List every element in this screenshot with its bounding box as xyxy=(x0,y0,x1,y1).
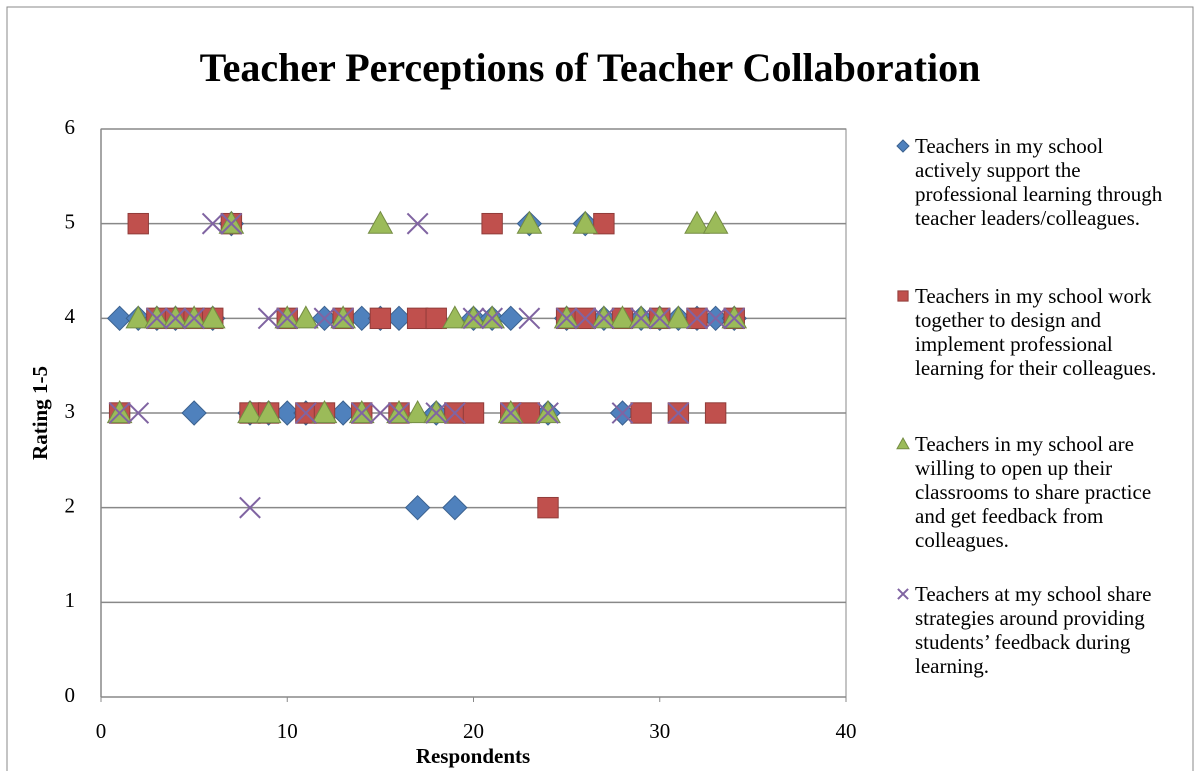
data-point xyxy=(145,307,168,330)
data-point xyxy=(516,210,543,234)
data-point xyxy=(332,307,355,330)
data-point xyxy=(574,307,597,330)
data-point xyxy=(611,402,634,424)
legend-marker xyxy=(896,436,910,450)
data-point xyxy=(684,210,710,234)
x-tick-label: 20 xyxy=(463,719,484,743)
data-point xyxy=(442,305,468,329)
data-point xyxy=(537,496,559,519)
data-point xyxy=(425,307,447,330)
legend-symbol xyxy=(897,588,909,600)
legend-label: Teachers in my school actively support t… xyxy=(915,134,1163,230)
legend-label: Teachers in my school are willing to ope… xyxy=(915,432,1152,552)
data-point xyxy=(442,494,468,521)
data-point xyxy=(404,399,431,424)
y-tick-label: 1 xyxy=(65,588,76,612)
data-point xyxy=(369,307,392,330)
x-tick-label: 30 xyxy=(649,719,670,743)
chart-frame xyxy=(6,6,1194,771)
data-point xyxy=(630,307,653,330)
data-point xyxy=(220,212,243,235)
x-tick-label: 40 xyxy=(836,719,857,743)
y-tick-label: 5 xyxy=(65,209,76,233)
data-point xyxy=(183,307,206,330)
data-point xyxy=(388,402,410,424)
data-point xyxy=(199,305,226,329)
legend-entry: Teachers at my school share strategies a… xyxy=(895,582,1165,678)
data-point xyxy=(257,307,280,330)
legend-symbol xyxy=(897,290,909,302)
data-point xyxy=(108,402,131,424)
data-point xyxy=(704,307,727,330)
data-point xyxy=(125,305,152,329)
y-tick-label: 6 xyxy=(65,115,76,139)
data-point xyxy=(704,402,727,424)
data-point xyxy=(106,305,133,332)
legend-symbol xyxy=(896,139,910,153)
data-point xyxy=(592,307,615,330)
data-point xyxy=(481,212,503,235)
data-point xyxy=(723,307,746,330)
data-point xyxy=(127,402,150,424)
data-point xyxy=(406,307,429,330)
data-point xyxy=(518,307,541,330)
data-point xyxy=(498,305,524,332)
legend-label: Teachers in my school work together to d… xyxy=(915,284,1157,380)
data-point xyxy=(404,494,431,521)
legend-marker xyxy=(896,139,910,153)
data-point xyxy=(665,305,692,329)
legend-marker xyxy=(897,290,909,302)
data-point xyxy=(350,402,373,424)
data-point xyxy=(311,399,338,424)
data-point xyxy=(572,210,599,234)
data-point xyxy=(201,212,224,235)
data-point xyxy=(164,307,187,330)
data-point xyxy=(239,496,261,519)
x-axis-label: Respondents xyxy=(416,744,530,768)
data-point xyxy=(609,305,636,329)
data-point xyxy=(537,402,559,424)
data-point xyxy=(481,307,504,330)
data-point xyxy=(294,402,317,424)
data-point xyxy=(518,402,541,424)
data-point xyxy=(648,307,671,330)
y-tick-label: 3 xyxy=(65,399,76,423)
legend-entry: Teachers in my school are willing to ope… xyxy=(895,432,1165,552)
data-point xyxy=(181,400,207,426)
data-point xyxy=(293,305,319,329)
data-point xyxy=(593,212,615,235)
y-tick-label: 0 xyxy=(65,683,76,707)
data-point xyxy=(255,399,282,424)
data-point xyxy=(462,402,485,424)
legend-symbol xyxy=(896,436,910,450)
data-point xyxy=(313,307,336,330)
data-point xyxy=(443,402,466,424)
y-axis-label: Rating 1-5 xyxy=(28,366,52,460)
data-point xyxy=(369,402,392,424)
data-point xyxy=(406,212,429,235)
data-point xyxy=(127,212,149,235)
x-tick-label: 0 xyxy=(96,719,107,743)
data-point xyxy=(667,402,690,424)
data-point xyxy=(462,307,485,330)
data-point xyxy=(425,402,448,424)
data-point xyxy=(499,402,522,424)
data-point xyxy=(686,307,708,330)
chart-title: Teacher Perceptions of Teacher Collabora… xyxy=(200,45,981,90)
x-tick-label: 10 xyxy=(277,719,298,743)
legend-marker xyxy=(897,588,909,600)
data-point xyxy=(555,307,578,330)
data-point xyxy=(276,307,299,330)
data-point xyxy=(237,399,263,424)
data-point xyxy=(702,210,729,234)
legend-entry: Teachers in my school actively support t… xyxy=(895,134,1165,230)
y-tick-label: 2 xyxy=(65,493,76,517)
legend-label: Teachers at my school share strategies a… xyxy=(915,582,1152,678)
data-point xyxy=(630,402,652,424)
legend-entry: Teachers in my school work together to d… xyxy=(895,284,1165,380)
data-point xyxy=(367,210,394,234)
y-tick-label: 4 xyxy=(65,304,76,328)
